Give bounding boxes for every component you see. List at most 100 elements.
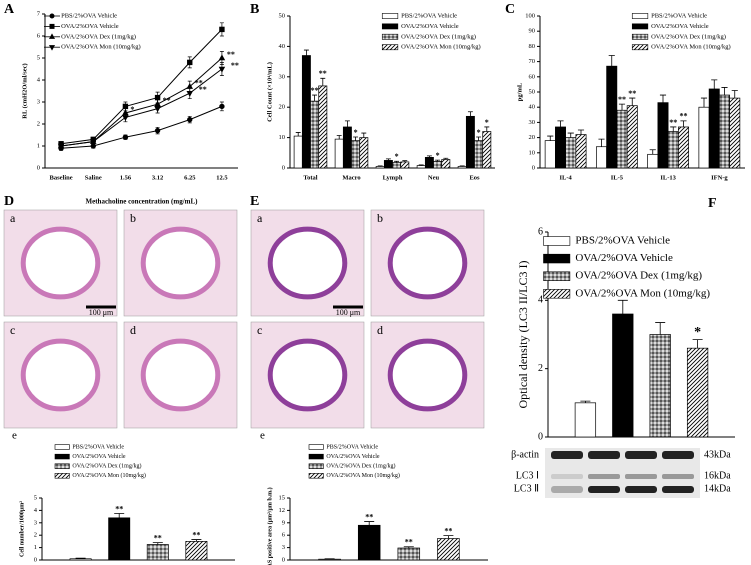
- y-tick-label: 1: [34, 544, 37, 551]
- bar: [657, 102, 669, 169]
- band: [588, 474, 620, 479]
- significance: *: [130, 105, 134, 114]
- bar: [626, 105, 638, 169]
- x-tick-label: Total: [303, 174, 317, 181]
- bar: [397, 547, 421, 561]
- line: [61, 68, 223, 147]
- y-tick-label: 4: [538, 295, 543, 306]
- micrograph-label: d: [130, 323, 136, 337]
- airway-wall: [267, 338, 348, 412]
- significance: *: [436, 151, 440, 160]
- significance: **: [227, 50, 235, 59]
- band: [625, 486, 657, 493]
- bar: [719, 94, 730, 169]
- panel-sublabel: e: [260, 430, 265, 442]
- y-tick-label: 70: [529, 58, 536, 65]
- bar: [612, 313, 634, 438]
- error-bar: [711, 79, 718, 89]
- x-tick-label: 12.5: [216, 174, 228, 181]
- bar: [596, 146, 607, 169]
- legend-swatch: [543, 253, 571, 264]
- error-bar: [114, 513, 125, 518]
- micrograph-label: c: [257, 323, 262, 337]
- scale-bar-label: 100 μm: [89, 308, 114, 317]
- scale-bar-label: 100 μm: [336, 308, 361, 317]
- legend-label: PBS/2%OVA Vehicle: [401, 12, 457, 19]
- y-axis-label: Optical density (LC3 II/LC3 I): [516, 261, 530, 409]
- legend-label: OVA/2%OVA Dex (1mg/kg): [326, 463, 395, 470]
- error-bar: [364, 521, 375, 526]
- bar: [357, 524, 381, 561]
- legend-swatch: [54, 463, 70, 469]
- legend-label: OVA/2%OVA Mon (10mg/kg): [72, 472, 145, 479]
- y-axis-label: Cell number/1000μm²: [19, 501, 25, 557]
- error-bar: [659, 94, 667, 103]
- panel-sublabel: e: [12, 430, 17, 442]
- legend-swatch: [631, 33, 649, 40]
- point: [154, 106, 161, 113]
- bar: [698, 106, 710, 169]
- legend-swatch: [543, 289, 571, 299]
- significance: *: [485, 118, 489, 127]
- significance: **: [195, 78, 203, 87]
- x-tick-label: IL-5: [611, 174, 624, 181]
- point: [122, 134, 129, 140]
- error-bar: [617, 299, 628, 314]
- bar: [424, 157, 434, 169]
- y-tick-label: 0: [34, 556, 37, 563]
- x-tick-label: Eos: [469, 174, 480, 181]
- legend-label: OVA/2%OVA Dex (1mg/kg): [651, 33, 726, 40]
- bar: [465, 115, 475, 169]
- bar: [293, 135, 303, 169]
- error-bar: [152, 542, 163, 545]
- bar: [69, 558, 92, 561]
- bar: [433, 160, 443, 169]
- band: [662, 474, 694, 479]
- bar: [441, 159, 451, 169]
- panel-letter: C: [505, 2, 515, 17]
- error-bar: [403, 546, 414, 549]
- line: [61, 29, 223, 145]
- y-tick-label: 1: [37, 142, 40, 149]
- error-bar: [402, 160, 408, 162]
- bar: [383, 160, 393, 169]
- legend-swatch: [308, 463, 324, 469]
- legend-label: OVA/2%OVA Vehicle: [401, 23, 459, 30]
- y-tick-label: 2: [37, 120, 40, 127]
- error-bar: [608, 55, 615, 67]
- point: [154, 94, 161, 101]
- error-bar: [344, 120, 350, 127]
- bar: [318, 85, 328, 169]
- band: [551, 451, 583, 459]
- y-tick-label: 0: [538, 431, 543, 442]
- y-tick-label: 0: [282, 556, 285, 563]
- legend-label: PBS/2%OVA Vehicle: [575, 235, 670, 247]
- y-tick-label: 100: [525, 12, 535, 19]
- significance: **: [618, 95, 626, 104]
- y-tick-label: 3: [34, 519, 37, 526]
- band-size: 43kDa: [704, 449, 731, 460]
- point: [49, 13, 55, 19]
- band-label: LC3 Ⅰ: [516, 470, 539, 481]
- legend-swatch: [308, 453, 324, 460]
- x-tick-label: IL-13: [660, 174, 676, 181]
- bar: [400, 161, 410, 169]
- significance: **: [319, 69, 327, 78]
- y-tick-label: 50: [529, 88, 536, 95]
- y-tick-label: 15: [279, 494, 286, 501]
- error-bar: [295, 132, 301, 137]
- bar: [686, 347, 709, 438]
- y-tick-label: 2: [34, 532, 37, 539]
- legend-label: OVA/2%OVA Dex (1mg/kg): [401, 33, 476, 40]
- legend-label: OVA/2%OVA Mon (10mg/kg): [326, 472, 399, 479]
- bar: [667, 131, 679, 169]
- significance: **: [680, 112, 688, 121]
- error-bar: [577, 129, 585, 135]
- legend-swatch: [631, 13, 649, 19]
- bar: [678, 126, 689, 169]
- point: [218, 66, 226, 73]
- error-bar: [418, 164, 424, 166]
- y-tick-label: 50: [279, 12, 286, 19]
- airway-wall: [140, 226, 221, 300]
